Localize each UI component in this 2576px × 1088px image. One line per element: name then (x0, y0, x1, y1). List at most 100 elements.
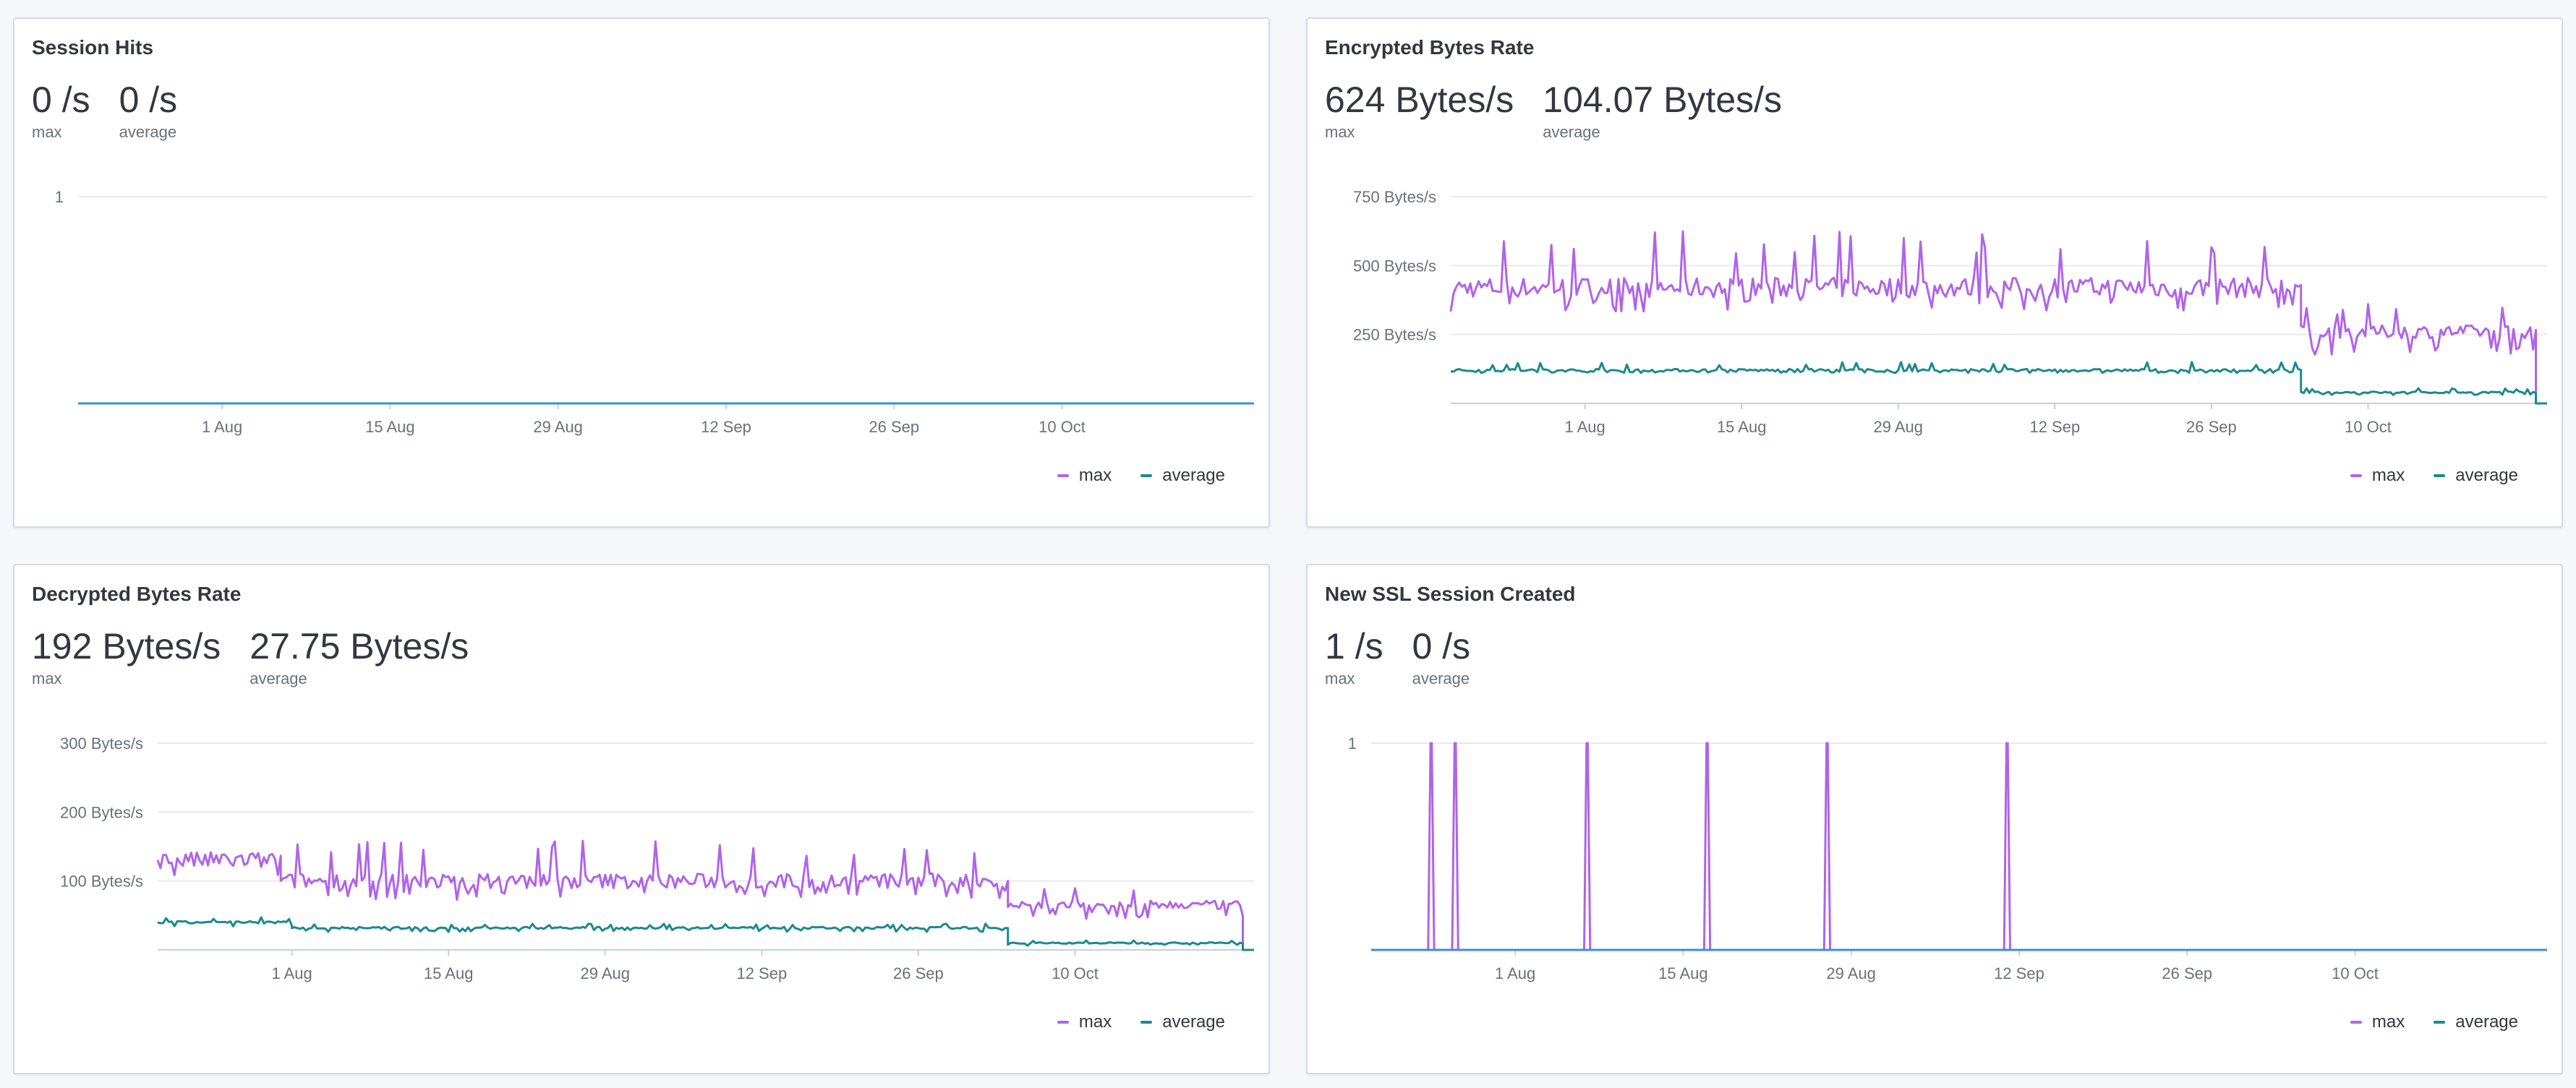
stat-average: 104.07 Bytes/s average (1543, 80, 1782, 142)
stat-max: 624 Bytes/s max (1325, 80, 1514, 142)
stat-label: max (32, 123, 62, 141)
stat-value: 0 /s (119, 80, 178, 120)
x-tick-label: 1 Aug (1564, 418, 1605, 436)
legend-swatch-max (1057, 474, 1069, 477)
stats-row: 192 Bytes/s max 27.75 Bytes/s average (32, 626, 498, 688)
x-tick-label: 10 Oct (1052, 964, 1099, 982)
series-line-max (156, 839, 1254, 951)
x-tick-label: 15 Aug (365, 418, 415, 436)
series-line-average (1450, 361, 2547, 405)
x-tick-label: 15 Aug (1717, 418, 1767, 436)
legend-label: max (1078, 1012, 1112, 1032)
legend-label: max (1078, 466, 1112, 485)
legend-item-average[interactable]: average (2434, 466, 2518, 486)
x-tick-label: 26 Sep (2162, 964, 2212, 982)
legend-item-average[interactable]: average (1140, 1012, 1225, 1032)
y-tick-label: 100 Bytes/s (60, 873, 143, 891)
legend-label: average (1162, 466, 1225, 485)
x-tick-label: 26 Sep (893, 964, 944, 982)
x-tick-label: 12 Sep (701, 418, 751, 436)
legend-label: max (2371, 466, 2405, 485)
panel-title: New SSL Session Created (1325, 583, 1576, 605)
legend-item-max[interactable]: max (2350, 1012, 2405, 1032)
y-tick-label: 200 Bytes/s (60, 803, 143, 821)
stat-label: average (1412, 669, 1470, 688)
legend-swatch-max (2350, 474, 2362, 477)
panel-title: Session Hits (32, 36, 154, 59)
chart-legend: max average (1028, 466, 1225, 486)
x-tick-label: 12 Sep (736, 964, 787, 982)
legend-swatch-average (1140, 474, 1153, 477)
series-line-max (1371, 742, 2547, 951)
panel-new-ssl-session-created: New SSL Session Created 1 /s max 0 /s av… (1306, 564, 2563, 1074)
legend-item-average[interactable]: average (2434, 1012, 2518, 1032)
stats-row: 0 /s max 0 /s average (32, 80, 206, 142)
stat-average: 0 /s average (1412, 626, 1471, 688)
y-tick-label: 750 Bytes/s (1353, 188, 1436, 206)
legend-swatch-max (1057, 1021, 1069, 1024)
panel-title: Encrypted Bytes Rate (1325, 36, 1535, 59)
stat-value: 0 /s (1412, 626, 1471, 667)
x-tick-label: 1 Aug (1495, 964, 1535, 982)
stat-value: 1 /s (1325, 626, 1383, 667)
x-tick-label: 12 Sep (2029, 418, 2080, 436)
panel-decrypted-bytes-rate: Decrypted Bytes Rate 192 Bytes/s max 27.… (13, 564, 1270, 1074)
line-chart[interactable]: 1 1 Aug 15 Aug 29 Aug 12 Sep 26 Sep 10 Oct (14, 19, 1268, 526)
stat-label: max (1325, 123, 1355, 141)
y-tick-label: 300 Bytes/s (60, 734, 143, 753)
x-tick-label: 15 Aug (1658, 964, 1708, 982)
stat-max: 0 /s max (32, 80, 90, 142)
stat-value: 27.75 Bytes/s (250, 626, 469, 667)
stat-value: 0 /s (32, 80, 90, 120)
line-chart[interactable]: 1 1 Aug 15 Aug 29 Aug 12 Sep 26 Sep 10 Oct (1308, 565, 2562, 1073)
y-tick-label: 500 Bytes/s (1353, 257, 1436, 275)
legend-label: average (2455, 1012, 2518, 1032)
x-tick-label: 29 Aug (1874, 418, 1924, 436)
legend-label: average (2455, 466, 2518, 485)
chart-legend: max average (1028, 1012, 1225, 1032)
x-tick-label: 29 Aug (1826, 964, 1876, 982)
legend-item-max[interactable]: max (2350, 466, 2405, 486)
x-tick-label: 10 Oct (2332, 964, 2379, 982)
stat-value: 104.07 Bytes/s (1543, 80, 1783, 120)
stat-label: average (119, 123, 177, 141)
x-tick-label: 10 Oct (1038, 418, 1086, 436)
legend-item-max[interactable]: max (1057, 466, 1112, 486)
stat-max: 192 Bytes/s max (32, 626, 221, 688)
stat-label: average (1543, 123, 1600, 141)
stat-value: 192 Bytes/s (32, 626, 221, 667)
legend-swatch-average (2434, 474, 2446, 477)
y-tick-label: 1 (55, 188, 64, 206)
y-tick-label: 250 Bytes/s (1353, 326, 1436, 344)
x-tick-label: 15 Aug (424, 964, 474, 982)
y-tick-label: 1 (1348, 734, 1357, 753)
chart-legend: max average (2321, 466, 2518, 486)
line-chart[interactable]: 250 Bytes/s 500 Bytes/s 750 Bytes/s 1 Aug 15… (1308, 19, 2562, 526)
legend-swatch-average (2434, 1021, 2446, 1024)
legend-item-average[interactable]: average (1140, 466, 1225, 486)
stat-average: 27.75 Bytes/s average (250, 626, 469, 688)
series-line-max (1449, 230, 2547, 405)
legend-item-max[interactable]: max (1057, 1012, 1112, 1032)
stats-row: 1 /s max 0 /s average (1325, 626, 1499, 688)
line-chart[interactable]: 100 Bytes/s 200 Bytes/s 300 Bytes/s 1 Aug 15… (14, 565, 1268, 1073)
panel-title: Decrypted Bytes Rate (32, 583, 242, 605)
panel-session-hits: Session Hits 0 /s max 0 /s average 1 1 Au… (13, 17, 1270, 528)
stat-label: average (250, 669, 307, 688)
legend-label: average (1162, 1012, 1225, 1032)
x-tick-label: 1 Aug (202, 418, 242, 436)
panel-encrypted-bytes-rate: Encrypted Bytes Rate 624 Bytes/s max 104… (1306, 17, 2563, 528)
series-line-average (157, 916, 1254, 951)
x-tick-label: 26 Sep (2186, 418, 2237, 436)
legend-swatch-average (1140, 1021, 1153, 1024)
stat-average: 0 /s average (119, 80, 178, 142)
stat-value: 624 Bytes/s (1325, 80, 1514, 120)
x-tick-label: 1 Aug (271, 964, 312, 982)
x-tick-label: 12 Sep (1994, 964, 2044, 982)
stat-label: max (1325, 669, 1355, 688)
dashboard-grid: Session Hits 0 /s max 0 /s average 1 1 Au… (13, 17, 2563, 1074)
legend-label: max (2371, 1012, 2405, 1032)
x-tick-label: 29 Aug (581, 964, 631, 982)
x-tick-label: 10 Oct (2345, 418, 2392, 436)
stats-row: 624 Bytes/s max 104.07 Bytes/s average (1325, 80, 1811, 142)
